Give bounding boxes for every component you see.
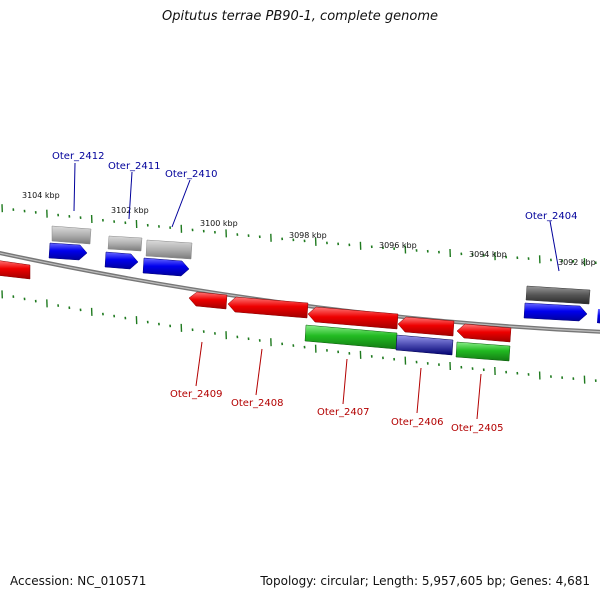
gray-feature-track bbox=[51, 225, 591, 305]
gene-Oter_2408[interactable] bbox=[227, 296, 309, 319]
gene-Oter_2409[interactable] bbox=[188, 291, 228, 310]
accession-label: Accession: NC_010571 bbox=[10, 574, 147, 588]
scale-label-3094: 3094 kbp bbox=[469, 250, 507, 259]
gray-feature[interactable] bbox=[107, 235, 143, 252]
gene-Oter_2407-red[interactable] bbox=[307, 306, 399, 330]
scale-label-3098: 3098 kbp bbox=[289, 231, 327, 240]
genome-backbone bbox=[0, 251, 600, 334]
label-Oter_2406[interactable]: Oter_2406 bbox=[391, 417, 444, 428]
outer-tick-ring bbox=[1, 204, 597, 267]
gene-Oter_2411[interactable] bbox=[104, 251, 139, 270]
label-Oter_2412[interactable]: Oter_2412 bbox=[52, 151, 105, 162]
reverse-labels: Oter_2409 Oter_2408 Oter_2407 Oter_2406 … bbox=[170, 341, 504, 434]
gray-feature[interactable] bbox=[145, 239, 193, 260]
green-feature[interactable] bbox=[455, 341, 511, 362]
gray-feature-dark[interactable] bbox=[525, 285, 591, 305]
reverse-gene-track bbox=[0, 260, 512, 343]
forward-labels: Oter_2412 Oter_2411 Oter_2410 Oter_2404 bbox=[52, 151, 578, 272]
label-Oter_2411[interactable]: Oter_2411 bbox=[108, 161, 161, 172]
scale-label-3104: 3104 kbp bbox=[22, 191, 60, 200]
scale-label-3100: 3100 kbp bbox=[200, 219, 238, 228]
gene-Oter_2410[interactable] bbox=[142, 257, 190, 277]
label-Oter_2404[interactable]: Oter_2404 bbox=[525, 211, 578, 222]
gene-Oter_2405-red[interactable] bbox=[456, 323, 512, 343]
label-Oter_2405[interactable]: Oter_2405 bbox=[451, 423, 504, 434]
scale-label-3096: 3096 kbp bbox=[379, 241, 417, 250]
purple-feature[interactable] bbox=[395, 334, 454, 356]
topology-label: Topology: circular; Length: 5,957,605 bp… bbox=[260, 574, 590, 588]
gray-feature[interactable] bbox=[51, 225, 92, 245]
forward-gene-track bbox=[48, 242, 600, 324]
gene-forward-edge[interactable] bbox=[597, 309, 600, 324]
scale-label-3092: 3092 kbp bbox=[558, 258, 596, 267]
gene-reverse-edge[interactable] bbox=[0, 260, 31, 280]
map-title: Opitutus terrae PB90-1, complete genome bbox=[161, 9, 439, 24]
gene-Oter_2406-red[interactable] bbox=[397, 316, 455, 337]
label-Oter_2409[interactable]: Oter_2409 bbox=[170, 389, 223, 400]
green-feature-track bbox=[304, 324, 511, 362]
green-feature[interactable] bbox=[304, 324, 398, 350]
label-Oter_2410[interactable]: Oter_2410 bbox=[165, 169, 218, 180]
gene-Oter_2412[interactable] bbox=[48, 242, 88, 261]
inner-tick-ring bbox=[1, 290, 597, 384]
label-Oter_2407[interactable]: Oter_2407 bbox=[317, 407, 370, 418]
label-Oter_2408[interactable]: Oter_2408 bbox=[231, 398, 284, 409]
gene-Oter_2404[interactable] bbox=[523, 302, 588, 322]
